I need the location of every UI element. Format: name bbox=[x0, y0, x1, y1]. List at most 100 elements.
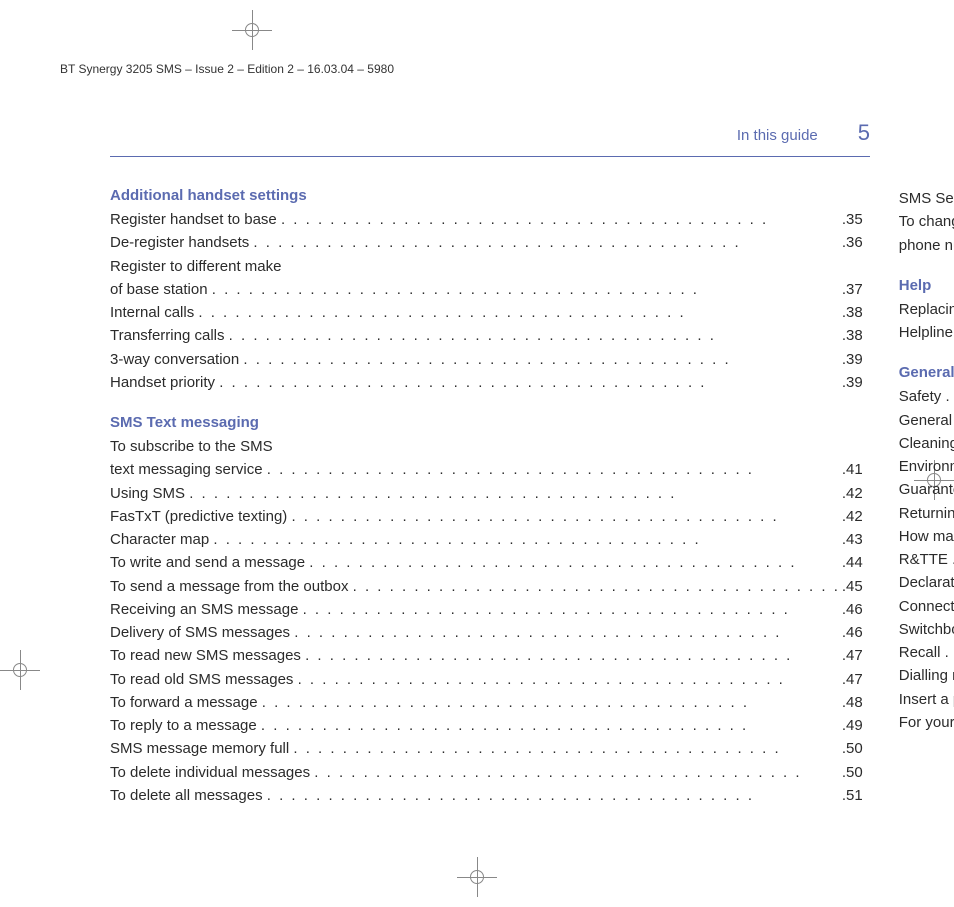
toc-entry-page: .36 bbox=[840, 231, 863, 254]
toc-entry-label: 3-way conversation bbox=[110, 348, 243, 371]
toc-entry: Handset priority .39 bbox=[110, 371, 863, 394]
toc-entry-label: Switchboard external line access code bbox=[899, 618, 954, 641]
toc-leader-dots bbox=[212, 278, 840, 301]
toc-entry-label: Dialling mode bbox=[899, 664, 954, 687]
toc-entry: To delete all messages .51 bbox=[110, 784, 863, 807]
toc-entry-page: .48 bbox=[840, 691, 863, 714]
toc-entry-label: Handset priority bbox=[110, 371, 219, 394]
toc-entry-label: How many telephones can you have? bbox=[899, 525, 954, 548]
crop-mark-bottom-icon bbox=[457, 857, 497, 897]
toc-entry-label: phone numbers bbox=[899, 234, 954, 257]
toc-entry-label: Safety bbox=[899, 385, 946, 408]
toc-entry: Insert a pause .66 bbox=[899, 688, 954, 711]
toc-entry: SMS Service Centre numbers .51 bbox=[899, 187, 954, 210]
toc-entry: To delete individual messages .50 bbox=[110, 761, 863, 784]
toc-entry: To read old SMS messages .47 bbox=[110, 668, 863, 691]
toc-entry-page: .47 bbox=[840, 668, 863, 691]
toc-entry: Replacing handset batteries .53 bbox=[899, 298, 954, 321]
toc-entry: How many telephones can you have? .64 bbox=[899, 525, 954, 548]
toc-leader-dots bbox=[305, 644, 840, 667]
toc-entry-label: text messaging service bbox=[110, 458, 267, 481]
toc-entry-page: .43 bbox=[840, 528, 863, 551]
toc-left-column: Additional handset settings Register hand… bbox=[110, 187, 863, 827]
toc-entry-page: .35 bbox=[840, 208, 863, 231]
toc-entry-label: To send a message from the outbox bbox=[110, 575, 353, 598]
toc-entry-label: SMS Service Centre numbers bbox=[899, 187, 954, 210]
toc-entry-label: Declaration of Conformance bbox=[899, 571, 954, 594]
toc-entry: Declaration of Conformance .65 bbox=[899, 571, 954, 594]
toc-entry: phone numbers .52 bbox=[899, 234, 954, 257]
toc-entry-page: .46 bbox=[840, 598, 863, 621]
toc-entry: FasTxT (predictive texting) .42 bbox=[110, 505, 863, 528]
page-content: In this guide 5 Additional handset setti… bbox=[110, 120, 870, 827]
toc-entry: General .60 bbox=[899, 409, 954, 432]
toc-entry: Dialling mode .66 bbox=[899, 664, 954, 687]
toc-entry-label: To reply to a message bbox=[110, 714, 261, 737]
toc-right-column: SMS Service Centre numbers .51To change … bbox=[899, 187, 954, 827]
toc-entry: To reply to a message .49 bbox=[110, 714, 863, 737]
toc-entry: Helpline .59 bbox=[899, 321, 954, 344]
toc-leader-dots bbox=[267, 784, 840, 807]
section-title: In this guide bbox=[737, 127, 818, 144]
toc-entry-label: To delete individual messages bbox=[110, 761, 314, 784]
crop-mark-left-icon bbox=[0, 650, 40, 690]
toc-leader-dots bbox=[253, 231, 839, 254]
toc-entry: Switchboard external line access code .6… bbox=[899, 618, 954, 641]
toc-leader-dots bbox=[262, 691, 840, 714]
toc-entry: Returning your phone .63 bbox=[899, 502, 954, 525]
toc-section-heading: Help bbox=[899, 277, 954, 294]
toc-entry-label: SMS message memory full bbox=[110, 737, 293, 760]
page-number: 5 bbox=[858, 120, 870, 146]
toc-leader-dots bbox=[309, 551, 840, 574]
toc-entry-page: .47 bbox=[840, 644, 863, 667]
toc-entry: Safety .60 bbox=[899, 385, 954, 408]
toc-entry-label: To change the SMS Centre bbox=[899, 210, 954, 233]
toc-entry: SMS message memory full .50 bbox=[110, 737, 863, 760]
toc-entry-label: To write and send a message bbox=[110, 551, 309, 574]
toc-entry-label: Replacing handset batteries bbox=[899, 298, 954, 321]
toc-leader-dots bbox=[281, 208, 840, 231]
toc-leader-dots bbox=[293, 737, 839, 760]
toc-leader-dots bbox=[261, 714, 840, 737]
toc-entry-label: De-register handsets bbox=[110, 231, 253, 254]
toc-section: Help Replacing handset batteries .53Helpl… bbox=[899, 277, 954, 345]
toc-section-heading: Additional handset settings bbox=[110, 187, 863, 204]
toc-entry: Environmental .61 bbox=[899, 455, 954, 478]
toc-entry-label: Register to different make bbox=[110, 255, 863, 278]
toc-leader-dots bbox=[189, 482, 840, 505]
toc-entry: text messaging service .41 bbox=[110, 458, 863, 481]
toc-entry-page: .49 bbox=[840, 714, 863, 737]
toc-entry-label: For your records bbox=[899, 711, 954, 734]
page-header: In this guide 5 bbox=[110, 120, 870, 157]
toc-entry: R&TTE .64 bbox=[899, 548, 954, 571]
toc-entry-label: Register handset to base bbox=[110, 208, 281, 231]
toc-leader-dots bbox=[243, 348, 839, 371]
toc-entry: De-register handsets .36 bbox=[110, 231, 863, 254]
toc-entry: Internal calls .38 bbox=[110, 301, 863, 324]
toc-entry-page: .38 bbox=[840, 324, 863, 347]
toc-entry-label: Character map bbox=[110, 528, 213, 551]
toc-section-heading: General information bbox=[899, 364, 954, 381]
toc-entry-label: Delivery of SMS messages bbox=[110, 621, 294, 644]
toc-leader-dots bbox=[353, 575, 840, 598]
toc-entry: To read new SMS messages .47 bbox=[110, 644, 863, 667]
toc-entry-label: To subscribe to the SMS bbox=[110, 435, 863, 458]
toc-entry-label: Environmental bbox=[899, 455, 954, 478]
toc-leader-dots bbox=[298, 668, 840, 691]
toc-section: SMS Service Centre numbers .51To change … bbox=[899, 187, 954, 257]
toc-entry-page: .39 bbox=[840, 371, 863, 394]
toc-entry: For your records .67 bbox=[899, 711, 954, 734]
toc-entry-label: of base station bbox=[110, 278, 212, 301]
toc-entry-label: Insert a pause bbox=[899, 688, 954, 711]
toc-entry: Transferring calls .38 bbox=[110, 324, 863, 347]
toc-entry: Receiving an SMS message .46 bbox=[110, 598, 863, 621]
toc-leader-dots bbox=[314, 761, 840, 784]
toc-entry-page: .42 bbox=[840, 482, 863, 505]
toc-leader-dots bbox=[229, 324, 840, 347]
toc-entry-page: .42 bbox=[840, 505, 863, 528]
toc-entry: Recall .65 bbox=[899, 641, 954, 664]
toc-entry: Character map .43 bbox=[110, 528, 863, 551]
toc-leader-dots bbox=[198, 301, 840, 324]
toc-section: Additional handset settings Register hand… bbox=[110, 187, 863, 394]
toc-columns: Additional handset settings Register hand… bbox=[110, 187, 870, 827]
